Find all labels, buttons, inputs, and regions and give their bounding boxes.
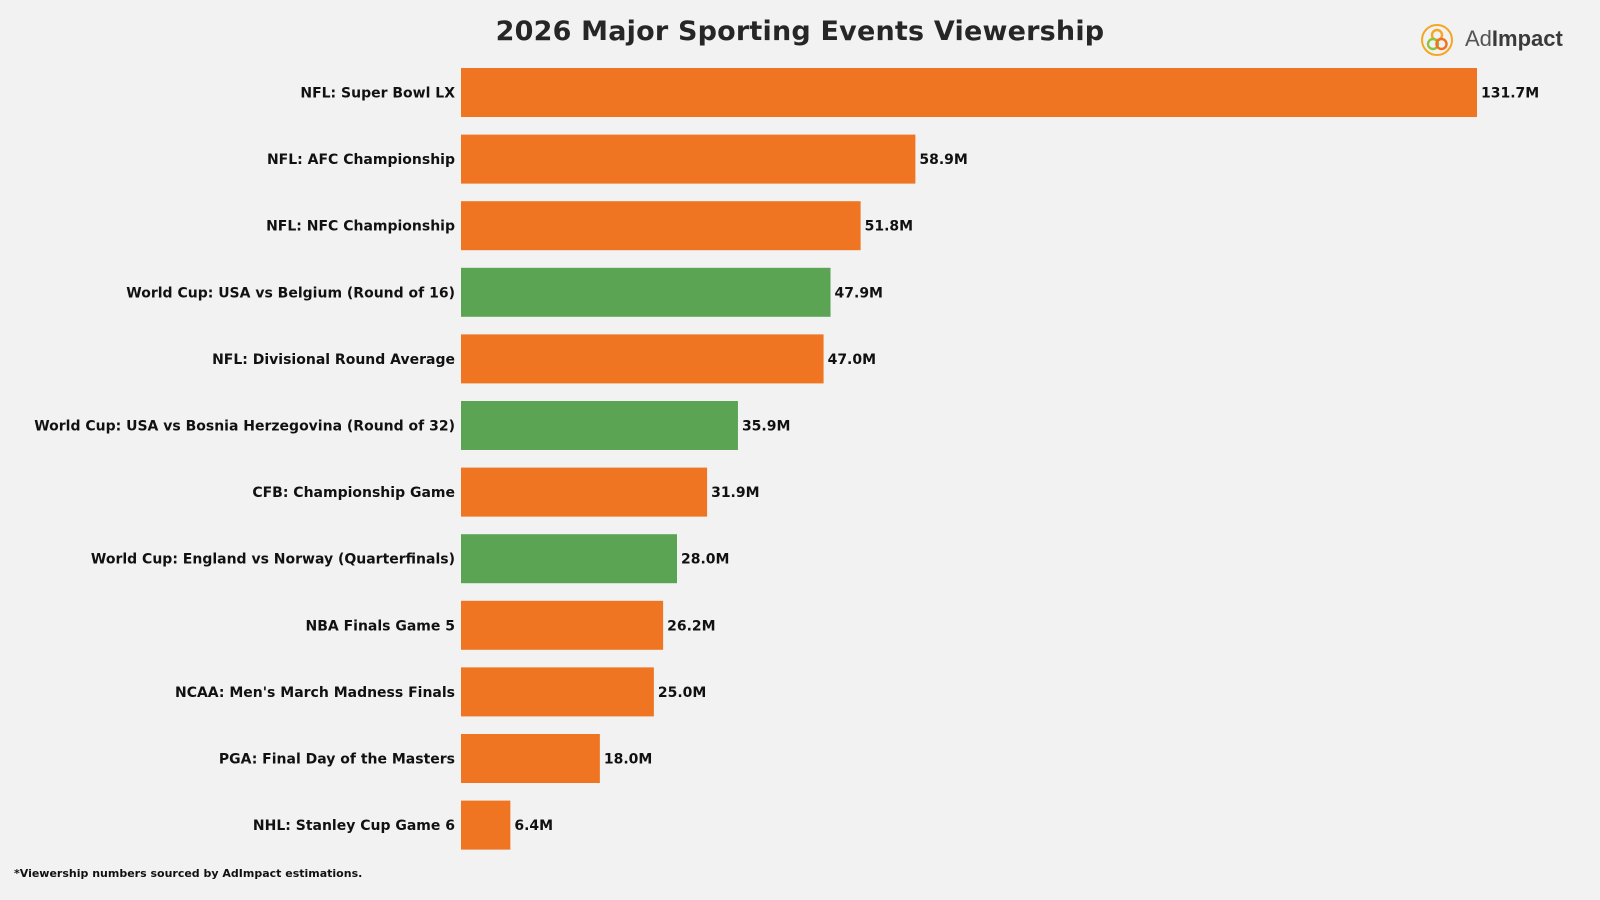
bar [461,534,678,584]
category-label: NFL: AFC Championship [267,152,455,168]
data-label: 47.0M [828,352,876,368]
bar [461,267,831,317]
category-label: PGA: Final Day of the Masters [219,752,455,768]
bar [461,800,511,850]
bar [461,600,664,650]
category-label: CFB: Championship Game [252,485,455,501]
data-label: 6.4M [514,818,553,834]
category-label: World Cup: England vs Norway (Quarterfin… [91,552,455,568]
category-label: NFL: Super Bowl LX [300,86,455,102]
footnote: *Viewership numbers sourced by AdImpact … [14,867,363,880]
bar [461,334,824,384]
category-label: NFL: NFC Championship [266,219,455,235]
category-label: NHL: Stanley Cup Game 6 [253,818,455,834]
bar [461,734,600,783]
bar [461,401,738,450]
interlocking-rings-icon [1421,24,1453,56]
bar [461,134,916,184]
data-label: 28.0M [681,552,729,568]
brand-name-bold: Impact [1491,26,1563,51]
data-label: 35.9M [742,419,790,435]
data-label: 31.9M [711,485,759,501]
data-label: 58.9M [919,152,967,168]
bar [461,68,1477,117]
brand-logo: AdImpact [1420,20,1590,60]
category-label: World Cup: USA vs Bosnia Herzegovina (Ro… [34,419,455,435]
data-label: 25.0M [658,685,706,701]
category-label: NCAA: Men's March Madness Finals [175,685,455,701]
brand-name-light: Ad [1465,26,1492,51]
data-label: 47.9M [835,285,883,301]
bar [461,467,708,517]
data-label: 26.2M [667,618,715,634]
data-label: 51.8M [865,219,913,235]
category-label: World Cup: USA vs Belgium (Round of 16) [126,285,455,301]
category-label: NBA Finals Game 5 [305,618,455,634]
bar [461,201,861,251]
category-label: NFL: Divisional Round Average [212,352,455,368]
bar [461,667,654,717]
brand-name: AdImpact [1465,26,1563,52]
data-label: 18.0M [604,752,652,768]
data-label: 131.7M [1481,86,1539,102]
chart-title: 2026 Major Sporting Events Viewership [495,16,1105,47]
